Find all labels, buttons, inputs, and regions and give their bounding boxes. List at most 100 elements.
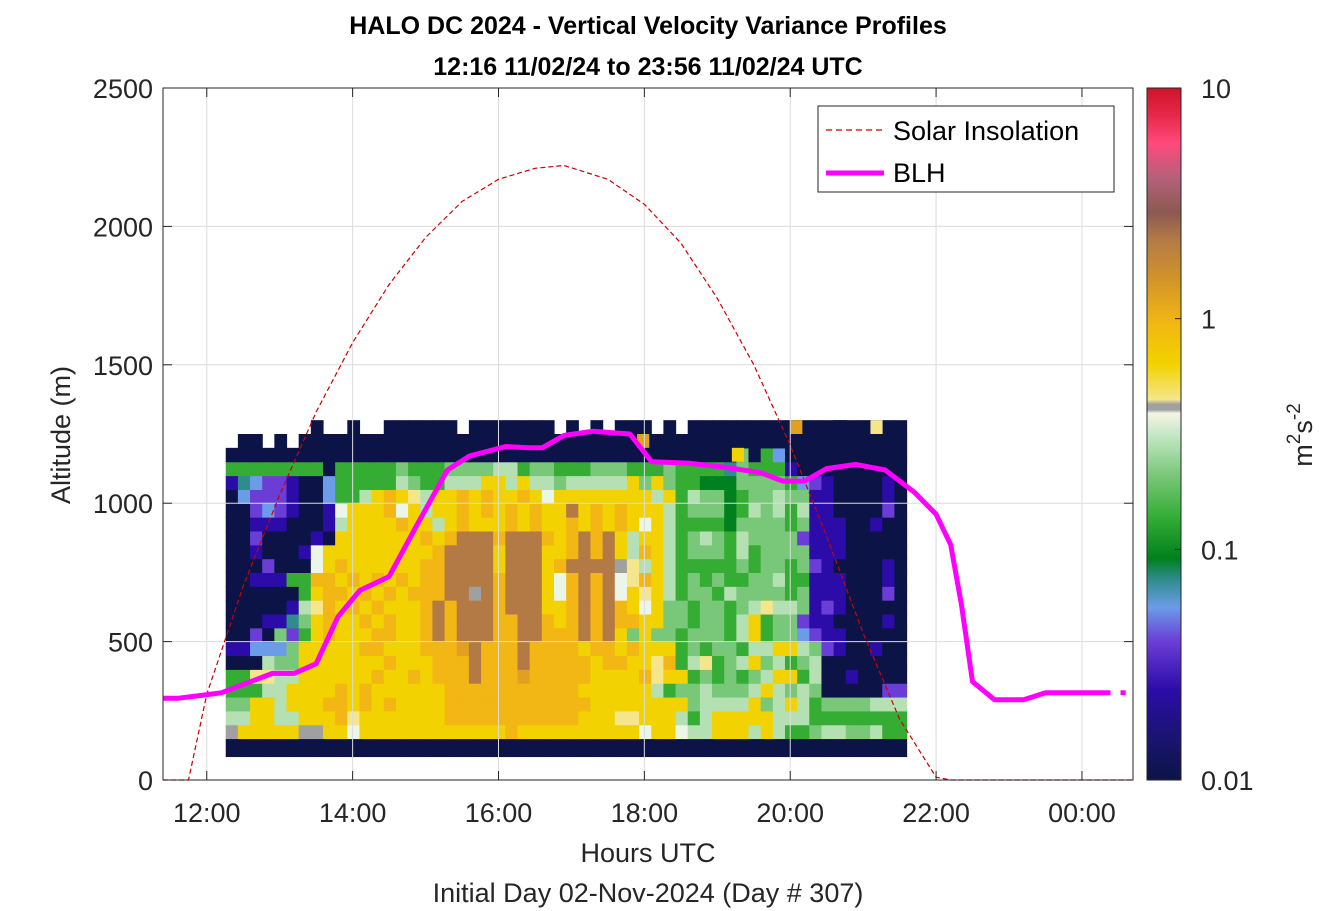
heatmap-cell (359, 613, 373, 629)
heatmap-cell (322, 655, 336, 670)
heatmap-cell (456, 586, 470, 601)
heatmap-cell (894, 572, 908, 587)
heatmap-cell (639, 420, 652, 435)
heatmap-cell (444, 434, 458, 449)
heatmap-cell (420, 572, 434, 587)
heatmap-cell (590, 517, 604, 532)
heatmap-cell (493, 710, 506, 726)
heatmap-cell (250, 696, 263, 712)
heatmap-cell (797, 489, 810, 504)
heatmap-cell (712, 627, 725, 643)
heatmap-cell (663, 503, 677, 518)
heatmap-cell (821, 572, 835, 587)
heatmap-cell (833, 683, 847, 698)
heatmap-cell (590, 544, 604, 560)
heatmap-cell (651, 489, 665, 504)
heatmap-cell (809, 447, 823, 463)
heatmap-cell (870, 738, 883, 758)
heatmap-cell (517, 475, 531, 490)
heatmap-cell (408, 558, 421, 573)
heatmap-cell (395, 683, 409, 698)
heatmap-cell (335, 724, 348, 740)
heatmap-cell (566, 530, 579, 546)
heatmap-cell (675, 613, 689, 629)
heatmap-cell (310, 627, 324, 643)
heatmap-cell (262, 710, 275, 726)
heatmap-cell (444, 447, 458, 463)
heatmap-cell (736, 724, 750, 740)
heatmap-cell (748, 503, 762, 518)
heatmap-cell (687, 738, 701, 758)
heatmap-cell (724, 544, 737, 560)
heatmap-cell (444, 641, 458, 657)
heatmap-cell (262, 461, 275, 477)
heatmap-cell (505, 503, 519, 518)
heatmap-cell (335, 738, 348, 758)
heatmap-cell (322, 434, 336, 449)
heatmap-cell (237, 655, 251, 670)
heatmap-cell (784, 530, 798, 546)
heatmap-cell (639, 627, 652, 643)
heatmap-cell (639, 517, 652, 532)
heatmap-cell (857, 613, 871, 629)
heatmap-cell (444, 530, 458, 546)
heatmap-cell (772, 669, 786, 684)
heatmap-cell (493, 489, 506, 504)
heatmap-cell (857, 600, 871, 615)
heatmap-cell (225, 517, 239, 532)
heatmap-cell (517, 461, 531, 477)
heatmap-cell (310, 517, 324, 532)
heatmap-cell (566, 447, 579, 463)
heatmap-cell (894, 724, 908, 740)
heatmap-cell (395, 627, 409, 643)
heatmap-cell (432, 558, 446, 573)
heatmap-cell (894, 600, 908, 615)
heatmap-cell (493, 683, 506, 698)
heatmap-cell (809, 724, 823, 740)
heatmap-cell (359, 710, 373, 726)
heatmap-cell (675, 475, 689, 490)
heatmap-cell (225, 503, 239, 518)
heatmap-cell (335, 683, 348, 698)
heatmap-cell (651, 517, 665, 532)
heatmap-cell (602, 724, 616, 740)
heatmap-cell (809, 544, 823, 560)
heatmap-cell (626, 420, 640, 435)
heatmap-cell (857, 447, 871, 463)
heatmap-cell (481, 517, 494, 532)
heatmap-cell (468, 724, 482, 740)
heatmap-cell (797, 613, 810, 629)
heatmap-cell (651, 600, 665, 615)
heatmap-cell (468, 489, 482, 504)
heatmap-cell (870, 503, 883, 518)
heatmap-cell (456, 489, 470, 504)
heatmap-cell (505, 544, 519, 560)
heatmap-cell (724, 475, 737, 490)
heatmap-cell (736, 503, 750, 518)
heatmap-cell (760, 420, 774, 435)
heatmap-cell (724, 627, 737, 643)
heatmap-cell (626, 738, 640, 758)
heatmap-cell (371, 724, 385, 740)
heatmap-cell (335, 489, 348, 504)
heatmap-cell (894, 530, 908, 546)
heatmap-cell (298, 489, 312, 504)
heatmap-cell (529, 558, 543, 573)
heatmap-cell (809, 655, 823, 670)
heatmap-cell (675, 641, 689, 657)
heatmap-cell (857, 489, 871, 504)
heatmap-cell (724, 669, 737, 684)
heatmap-cell (748, 475, 762, 490)
heatmap-cell (857, 434, 871, 449)
heatmap-cell (529, 544, 543, 560)
heatmap-cell (371, 461, 385, 477)
heatmap-cell (809, 489, 823, 504)
heatmap-cell (335, 558, 348, 573)
heatmap-cell (529, 447, 543, 463)
heatmap-cell (359, 461, 373, 477)
heatmap-cell (541, 517, 555, 532)
heatmap-cell (371, 447, 385, 463)
heatmap-cell (626, 669, 640, 684)
heatmap-cell (712, 558, 725, 573)
heatmap-cell (335, 475, 348, 490)
